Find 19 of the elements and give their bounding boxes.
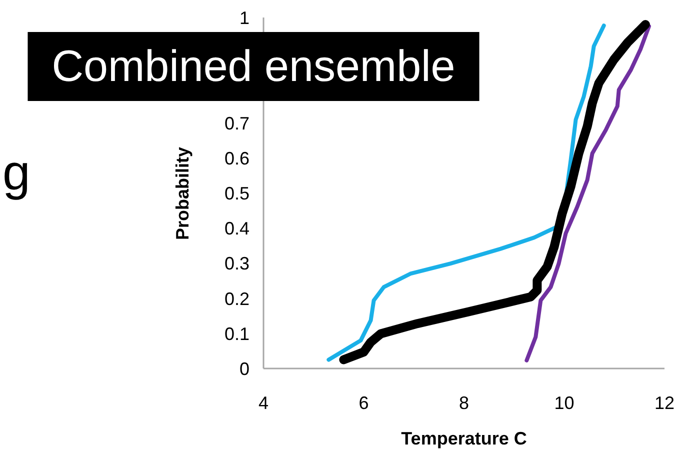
x-tick-label: 12 — [654, 393, 675, 413]
x-tick-label: 8 — [458, 393, 470, 413]
y-tick-label: 0.3 — [224, 254, 250, 274]
line-series — [524, 24, 651, 362]
text: Combined ensemble — [52, 42, 456, 91]
y-tick-label: 0.5 — [224, 184, 250, 204]
y-tick-label: 0.4 — [224, 218, 250, 239]
x-tick-label: 10 — [554, 393, 574, 413]
y-tick-label: 0 — [239, 359, 250, 379]
y-tick-label: 0.6 — [224, 148, 250, 168]
y-axis-title: Probability — [172, 146, 192, 240]
text: g — [2, 144, 30, 200]
x-tick-label: 4 — [258, 393, 269, 413]
x-axis-title: Temperature C — [401, 428, 527, 448]
y-tick-label: 0.1 — [224, 324, 250, 344]
y-tick-label: 0.7 — [224, 113, 250, 134]
x-tick-label: 6 — [358, 393, 369, 413]
y-tick-label: 1 — [239, 8, 250, 28]
y-tick-label: 0.2 — [224, 288, 250, 309]
